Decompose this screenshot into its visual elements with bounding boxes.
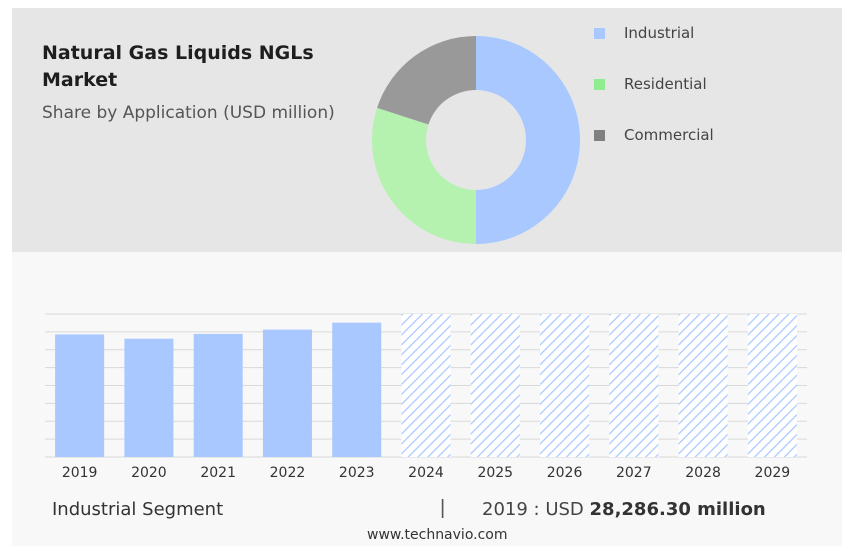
forecast-bar-2028 — [678, 314, 728, 457]
year-label: 2019 : USD — [482, 499, 584, 520]
donut-slice-residential — [372, 107, 476, 244]
donut-slice-commercial — [377, 36, 476, 125]
legend-label-commercial: Commercial — [624, 126, 714, 144]
bar-2019 — [55, 334, 105, 457]
forecast-bar-2026 — [540, 314, 590, 457]
legend-swatch-industrial — [594, 28, 605, 39]
legend-label-industrial: Industrial — [624, 24, 695, 42]
x-tick-label-2026: 2026 — [547, 465, 583, 481]
x-tick-label-2029: 2029 — [755, 465, 791, 481]
forecast-bar-2029 — [747, 314, 797, 457]
x-tick-label-2021: 2021 — [200, 465, 236, 481]
x-tick-label-2028: 2028 — [685, 465, 721, 481]
legend-swatch-commercial — [594, 130, 605, 141]
chart-title: Natural Gas Liquids NGLs Market — [42, 42, 314, 91]
forecast-bar-2027 — [609, 314, 659, 457]
donut-chart — [372, 36, 580, 244]
x-tick-label-2025: 2025 — [477, 465, 513, 481]
donut-slice-industrial — [476, 36, 580, 244]
x-tick-label-2022: 2022 — [270, 465, 306, 481]
bar-2023 — [332, 322, 382, 457]
x-tick-label-2019: 2019 — [62, 465, 98, 481]
forecast-bar-2024 — [401, 314, 451, 457]
legend-swatch-residential — [594, 79, 605, 90]
x-tick-label-2020: 2020 — [131, 465, 167, 481]
bar-chart: 2019 2020 2021 2022 2023 2024 2025 2026 2027 2028… — [45, 313, 807, 481]
x-tick-label-2023: 2023 — [339, 465, 375, 481]
bar-2020 — [124, 338, 174, 457]
segment-label: Industrial Segment — [52, 499, 224, 520]
segment-value: 28,286.30 million — [589, 499, 766, 520]
x-tick-label-2027: 2027 — [616, 465, 652, 481]
x-tick-label-2024: 2024 — [408, 465, 444, 481]
forecast-bar-2025 — [470, 314, 520, 457]
footer-value-line: 2019 : USD 28,286.30 million — [482, 499, 766, 520]
legend-label-residential: Residential — [624, 75, 707, 93]
bar-2021 — [193, 333, 243, 457]
footer-divider: | — [440, 497, 446, 519]
chart-subtitle: Share by Application (USD million) — [42, 103, 335, 123]
source-url: www.technavio.com — [367, 527, 508, 543]
bar-2022 — [262, 329, 312, 457]
